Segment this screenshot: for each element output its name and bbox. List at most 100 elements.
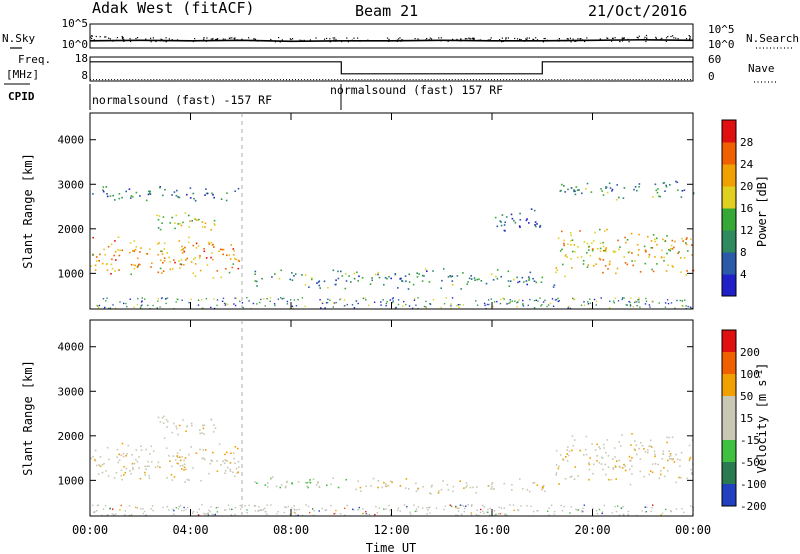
velocity-cell [224,472,226,474]
velocity-ground-cell [561,510,564,512]
velocity-cell [635,444,638,447]
velocity-ground-cell [124,514,126,516]
colorbar-tick-label: 50 [740,390,753,403]
nsearch-point [257,40,259,42]
power-cell [130,273,132,276]
power-cell [652,270,655,273]
nsearch-point [348,40,350,42]
velocity-ground-cell [482,510,484,512]
velocity-cell [463,487,465,489]
velocity-cell [317,482,319,484]
power-ground-cell [159,306,161,308]
velocity-cell [628,455,631,458]
nave-point [240,79,242,81]
power-ground-cell [346,303,348,306]
velocity-ground-cell [596,512,599,515]
nsearch-point [533,39,535,41]
velocity-cell [285,485,287,488]
nave-point [222,79,224,81]
velocity-cell [618,465,621,468]
power-ground-cell [609,300,611,302]
velocity-cell [669,453,672,455]
velocity-ground-cell [670,510,672,513]
time-tick-label: 08:00 [273,523,309,537]
velocity-cell [624,469,627,472]
velocity-cell [680,451,683,454]
power-cell [578,189,580,191]
nsearch-point [549,40,551,42]
velocity-ground-cell [298,508,300,511]
velocity-cell [256,482,258,484]
power-ground-cell [648,304,651,306]
velocity-cell [666,441,668,444]
nsearch-point [619,40,621,42]
noise-series [89,34,694,43]
power-ground-cell [269,300,271,302]
velocity-ground-cell [368,513,370,516]
freq-left-tick-top: 18 [75,52,88,65]
power-ground-cell [105,300,107,302]
nave-point [427,79,429,81]
velocity-cell [542,487,544,489]
nave-point [117,79,119,81]
nsearch-point [231,37,233,39]
velocity-cell [179,465,182,467]
power-cell [573,244,576,246]
velocity-ground-cell [259,509,262,511]
power-ground-cell [541,304,543,306]
power-cell [171,216,173,219]
power-ground-cell [332,306,334,308]
power-cell [624,236,626,239]
power-ground-cell [382,299,384,301]
velocity-ground-cell [285,506,287,509]
nsearch-point [93,39,95,41]
nsearch-point [570,41,572,43]
nave-point [99,79,100,81]
power-ground-cell [216,304,218,307]
power-ground-cell [674,307,676,309]
power-x-axis [89,113,694,309]
colorbar-tick-label: 4 [740,268,747,281]
velocity-cell [330,483,332,486]
velocity-cell [503,482,506,485]
velocity-cell [487,485,490,487]
power-cell [294,273,297,275]
velocity-ground-cell [560,504,562,507]
velocity-ground-cell [583,504,585,506]
velocity-cell [279,486,282,489]
nsearch-point [116,37,118,39]
nave-point [273,79,275,81]
power-cell [656,237,658,240]
power-cell [226,254,228,257]
power-ground-cell [235,297,237,300]
power-ground-cell [234,297,236,299]
power-ground-cell [221,300,224,302]
power-cell [161,272,163,274]
power-cell [670,244,673,247]
power-cell [408,281,411,283]
nave-point [382,79,384,81]
velocity-ground-cell [94,511,96,513]
power-cell [476,278,478,281]
velocity-colorbar-label: Velocity [m s-1] [755,363,769,474]
velocity-cell [430,486,433,488]
velocity-cell [234,446,237,448]
velocity-cell [275,485,278,488]
velocity-ground-cell [489,514,491,517]
velocity-ground-cell [262,508,265,511]
nave-point [524,79,526,81]
velocity-cell [602,443,605,446]
power-cell [673,246,675,249]
nave-point [147,79,149,81]
power-cell [210,241,212,244]
velocity-cell [182,419,184,421]
velocity-ground-cell [374,513,376,516]
power-cell [254,273,256,275]
power-ground-cell [280,297,282,299]
power-cell [114,240,116,242]
nave-point [358,79,360,81]
power-ground-cell [451,297,454,299]
velocity-cell [558,483,560,485]
power-cell [384,277,387,279]
